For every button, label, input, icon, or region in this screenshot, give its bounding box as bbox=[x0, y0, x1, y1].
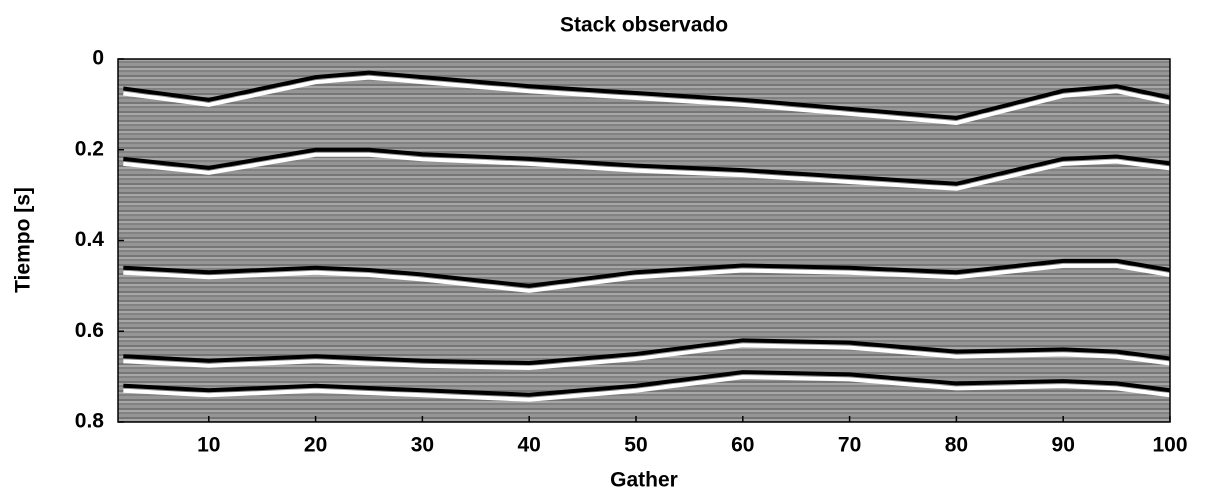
reflector bbox=[123, 147, 1170, 186]
y-tick-label: 0 bbox=[92, 47, 104, 70]
reflector bbox=[123, 70, 1170, 121]
chart-title: Stack observado bbox=[560, 14, 728, 37]
reflector bbox=[123, 370, 1170, 397]
x-tick-label: 40 bbox=[518, 434, 541, 457]
y-tick-label: 0.4 bbox=[75, 228, 105, 251]
y-tick-label: 0.2 bbox=[75, 137, 104, 160]
x-tick-label: 90 bbox=[1052, 434, 1075, 457]
y-tick-label: 0.8 bbox=[75, 410, 105, 433]
plot-area bbox=[118, 59, 1170, 422]
x-tick-label: 100 bbox=[1152, 434, 1187, 457]
reflector-positive-lobe bbox=[123, 152, 1170, 191]
reflector-positive-lobe bbox=[123, 263, 1170, 293]
x-tick-label: 70 bbox=[838, 434, 861, 457]
reflector bbox=[123, 258, 1170, 288]
x-tick-label: 50 bbox=[624, 434, 647, 457]
y-axis-label: Tiempo [s] bbox=[12, 187, 35, 293]
y-tick-label: 0.6 bbox=[75, 319, 104, 342]
x-axis-label: Gather bbox=[610, 469, 678, 492]
x-tick-label: 20 bbox=[304, 434, 327, 457]
x-tick-label: 80 bbox=[945, 434, 968, 457]
x-tick-label: 60 bbox=[731, 434, 754, 457]
x-tick-label: 10 bbox=[197, 434, 220, 457]
reflector-positive-lobe bbox=[123, 343, 1170, 371]
x-tick-label: 30 bbox=[411, 434, 434, 457]
reflector-positive-lobe bbox=[123, 75, 1170, 126]
seismic-texture bbox=[118, 59, 1170, 422]
reflector bbox=[123, 338, 1170, 366]
reflector-positive-lobe bbox=[123, 375, 1170, 402]
